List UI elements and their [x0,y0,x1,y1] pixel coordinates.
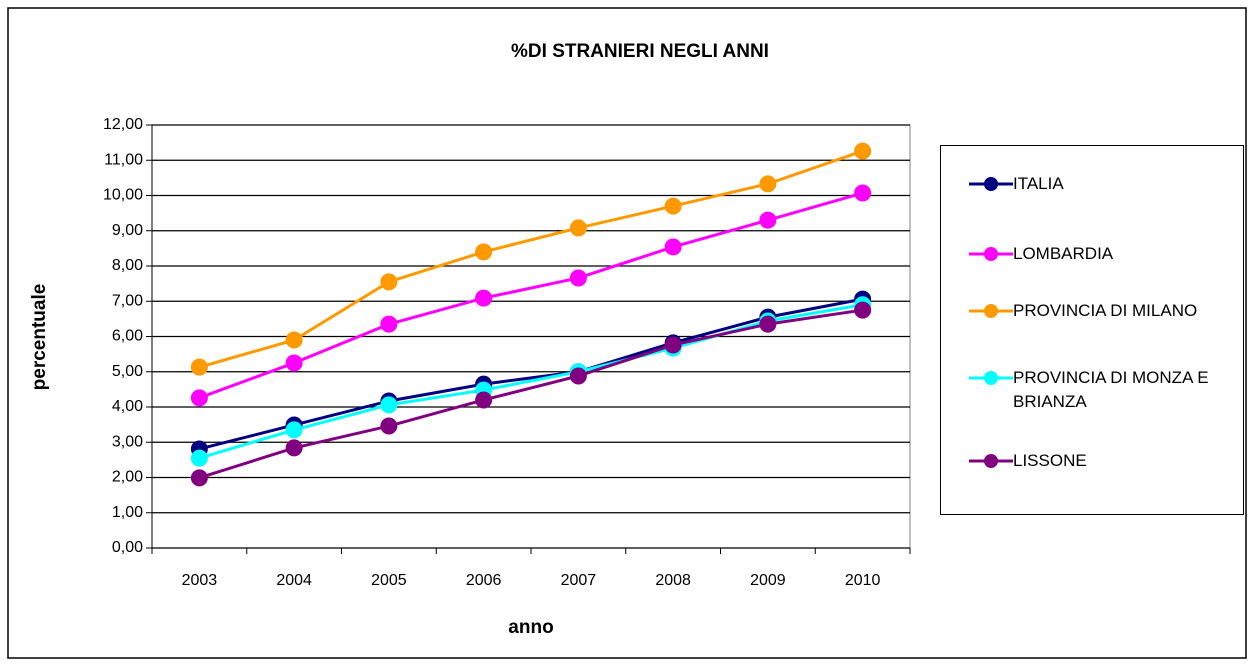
legend-item: PROVINCIA DI MILANO [941,299,1233,323]
legend-label: LISSONE [1013,451,1087,470]
x-tick-label: 2010 [845,572,881,589]
data-point [285,354,303,372]
legend-marker [984,371,998,385]
legend-label: PROVINCIA DI MONZA E BRIANZA [1013,368,1209,411]
data-point [190,469,208,487]
data-point [475,289,493,307]
x-axis-title: anno [508,617,553,638]
series-line [198,191,864,400]
legend-marker [984,177,998,191]
chart-title: %DI STRANIERI NEGLI ANNI [511,41,769,62]
x-tick-label: 2005 [371,572,407,589]
y-axis-title: percentuale [29,284,50,391]
data-point [664,336,682,354]
data-point [380,417,398,435]
data-point [380,273,398,291]
data-point [854,184,872,202]
legend-swatch [969,247,1013,261]
x-tick-label: 2007 [561,572,597,589]
y-tick-label: 3,00 [112,433,143,450]
y-tick-label: 2,00 [112,469,143,486]
legend-item: LOMBARDIA [941,242,1233,266]
data-point [475,391,493,409]
y-tick-label: 10,00 [103,187,143,204]
data-point [664,197,682,215]
series-line [199,297,863,451]
y-tick-label: 0,00 [112,539,143,556]
x-tick-label: 2006 [466,572,502,589]
data-point [190,449,208,467]
y-tick-label: 6,00 [112,328,143,345]
data-point [285,421,303,439]
legend-label: ITALIA [1013,174,1064,193]
x-tick-label: 2009 [750,572,786,589]
x-tick-label: 2003 [182,572,218,589]
series-line [198,149,864,369]
legend-item: PROVINCIA DI MONZA E BRIANZA [941,366,1233,414]
data-point [854,142,872,160]
data-point [569,269,587,287]
legend-swatch [969,371,1013,385]
data-point [854,301,872,319]
legend-item: LISSONE [941,449,1233,473]
data-point [285,439,303,457]
y-tick-label: 8,00 [112,257,143,274]
data-point [759,175,777,193]
data-point [759,315,777,333]
legend-marker [984,454,998,468]
legend-swatch [969,304,1013,318]
data-point [475,243,493,261]
data-point [569,367,587,385]
data-point [759,211,777,229]
data-point [569,219,587,237]
legend-marker [984,304,998,318]
data-point [380,315,398,333]
legend-swatch [969,177,1013,191]
legend-label: LOMBARDIA [1013,244,1114,263]
y-tick-label: 11,00 [104,151,143,168]
legend-marker [984,247,998,261]
data-point [664,238,682,256]
series-line [198,308,863,480]
y-tick-label: 9,00 [112,222,143,239]
data-point [285,331,303,349]
x-tick-label: 2004 [276,572,312,589]
data-point [190,358,208,376]
y-tick-label: 12,00 [103,116,143,133]
y-tick-label: 1,00 [112,504,143,521]
legend: ITALIA LOMBARDIA PROVINCIA DI MILANO PROVIN… [940,145,1244,515]
legend-item: ITALIA [941,172,1233,196]
legend-label: PROVINCIA DI MILANO [1013,301,1198,320]
y-tick-label: 7,00 [112,292,143,309]
x-tick-label: 2008 [655,572,691,589]
y-tick-label: 4,00 [112,398,143,415]
data-point [190,389,208,407]
data-point [380,396,398,414]
series-line [198,303,863,460]
legend-swatch [969,454,1013,468]
y-tick-label: 5,00 [112,363,143,380]
